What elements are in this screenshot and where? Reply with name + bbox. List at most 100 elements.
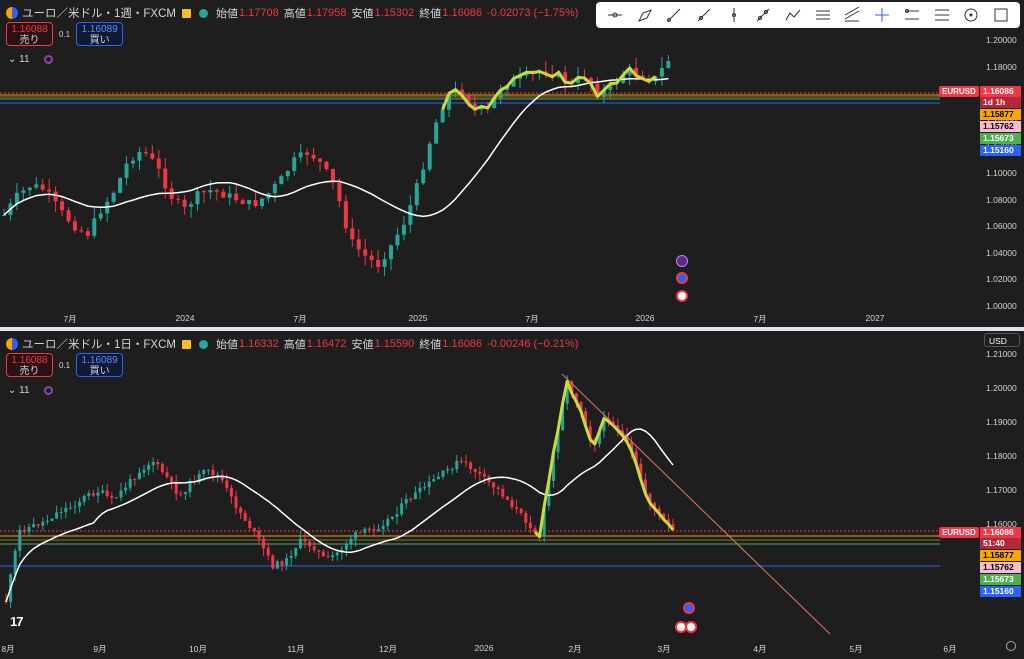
candle-body [414, 183, 419, 206]
daily-chart-pane[interactable]: ユーロ／米ドル・1日・FXCM 始値 1.16332 高値 1.16472 安値 1.… [0, 331, 1024, 659]
daily-chart-canvas[interactable] [0, 331, 1024, 659]
candle-body [505, 496, 509, 500]
candle-body [395, 514, 399, 517]
candle-body [423, 487, 427, 489]
candle-body [459, 460, 463, 462]
y-tick-label: 1.04000 [986, 247, 1017, 258]
brush-tool-icon[interactable] [636, 6, 654, 24]
crosshair-tool-icon[interactable] [873, 6, 891, 24]
eurusd-price-tag: EURUSD 1.16086 [939, 527, 1021, 538]
close-value: 1.16086 [442, 338, 483, 350]
level-price: 1.15673 [980, 133, 1021, 144]
candle-body [369, 255, 374, 260]
level-price: 1.15877 [980, 550, 1021, 561]
chart-settings-icon[interactable] [1006, 641, 1016, 651]
us-event-icon[interactable] [676, 290, 688, 302]
candle-body [533, 528, 537, 533]
candle-body [466, 95, 471, 104]
candle-body [160, 464, 164, 473]
indicator-settings-icon[interactable] [43, 386, 53, 395]
candle-body [389, 245, 393, 260]
buy-button[interactable]: 1.16089 買い [76, 353, 124, 377]
candle-body [478, 471, 482, 474]
lightning-event-icon[interactable] [676, 255, 688, 267]
flag-icon[interactable] [181, 8, 191, 18]
eu-event-icon[interactable] [683, 602, 695, 614]
y-tick-label: 1.06000 [986, 221, 1017, 232]
horizontal-ray-tool-icon[interactable] [606, 6, 624, 24]
candle-body [317, 550, 321, 552]
candle-body [289, 555, 293, 559]
candle-body [326, 556, 330, 558]
eu-event-icon[interactable] [676, 272, 688, 284]
symbol-legend-daily: ユーロ／米ドル・1日・FXCM 始値 1.16332 高値 1.16472 安値 1.… [6, 336, 583, 352]
date-range-tool-icon[interactable] [933, 6, 951, 24]
parallel-channel-tool-icon[interactable] [814, 6, 832, 24]
weekly-chart-canvas[interactable] [0, 0, 1024, 327]
path-tool-icon[interactable] [784, 6, 802, 24]
candle-body [137, 472, 141, 480]
change-value: -0.00246 (−0.21%) [487, 338, 579, 350]
candle-body [492, 98, 497, 108]
candle-body [625, 435, 629, 442]
candle-body [41, 521, 45, 526]
price-range-tool-icon[interactable] [903, 6, 921, 24]
indicator-settings-icon[interactable] [43, 55, 53, 64]
candle-body [381, 525, 385, 529]
candle-body [515, 507, 519, 509]
candle-body [105, 490, 109, 497]
level-tag: 1.15673 [943, 133, 1021, 144]
candle-body [110, 496, 114, 498]
indicator-row[interactable]: ⌄ 11 [8, 385, 53, 396]
candle-body [608, 83, 613, 91]
currency-selector[interactable]: USD [984, 333, 1020, 347]
candle-body [60, 201, 65, 211]
candle-body [344, 544, 348, 550]
sell-button[interactable]: 1.16088 売り [6, 22, 53, 46]
candle-body [363, 249, 368, 256]
countdown-tag: 51:40 [943, 538, 1021, 549]
candle-body [427, 481, 431, 488]
circle-tool-icon[interactable] [962, 6, 980, 24]
candle-body [472, 103, 477, 110]
candle-body [87, 493, 91, 497]
candle-body [643, 479, 647, 494]
candle-body [13, 550, 17, 575]
indicator-row[interactable]: ⌄ 11 [8, 54, 53, 65]
regression-channel-tool-icon[interactable] [843, 6, 861, 24]
sell-button[interactable]: 1.16088 売り [6, 353, 53, 377]
weekly-chart-pane[interactable]: ユーロ／米ドル・1週・FXCM 始値 1.17708 高値 1.17958 安値 1.… [0, 0, 1024, 327]
y-tick-label: 1.18000 [986, 451, 1017, 461]
trend-line-tool-icon[interactable] [665, 6, 683, 24]
symbol-title[interactable]: ユーロ／米ドル・1週・FXCM [22, 8, 176, 20]
us-event-icon-2[interactable] [685, 621, 697, 633]
vertical-line-tool-icon[interactable] [725, 6, 743, 24]
collapse-chevron-icon[interactable]: ⌄ [8, 54, 17, 65]
buy-label: 買い [89, 366, 110, 377]
countdown-tag: 1d 1h [943, 97, 1021, 108]
tag-price: 1.16086 [980, 527, 1021, 538]
candle-body [257, 531, 261, 539]
collapse-chevron-icon[interactable]: ⌄ [8, 385, 17, 396]
close-value: 1.16086 [442, 7, 483, 19]
info-line-tool-icon[interactable] [754, 6, 772, 24]
candle-body [266, 548, 270, 556]
candle-body [253, 200, 258, 207]
level-tag: 1.15762 [943, 121, 1021, 132]
symbol-title[interactable]: ユーロ／米ドル・1日・FXCM [22, 339, 176, 351]
rectangle-tool-icon[interactable] [992, 6, 1010, 24]
level-tag: 1.15160 [943, 145, 1021, 156]
flag-icon[interactable] [181, 339, 191, 349]
candle-body [565, 381, 569, 404]
ray-tool-icon[interactable] [695, 6, 713, 24]
candle-body [639, 463, 643, 480]
candle-body [653, 503, 657, 509]
candle-body [227, 193, 232, 198]
buy-button[interactable]: 1.16089 買い [76, 22, 124, 46]
candle-body [570, 381, 574, 394]
x-tick-label: 2026 [635, 313, 655, 323]
pane-divider[interactable] [0, 327, 1024, 331]
candle-body [354, 532, 358, 539]
indicator-count: 11 [19, 385, 30, 396]
tradingview-logo[interactable]: 17 [10, 614, 24, 629]
